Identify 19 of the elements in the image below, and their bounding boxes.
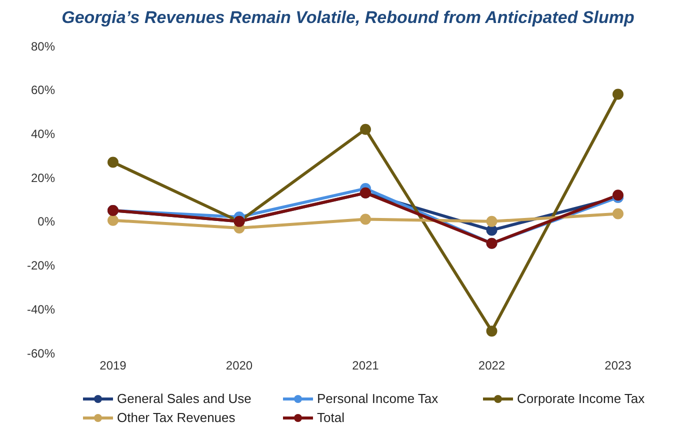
legend-label: General Sales and Use [117,391,252,406]
y-tick-label: 60% [30,83,56,98]
y-tick-label: -60% [26,346,56,360]
x-tick-label: 2022 [478,358,506,373]
y-tick-label: 20% [30,170,56,185]
legend-label: Total [317,410,344,425]
x-tick-label: 2021 [352,358,380,373]
legend-label: Other Tax Revenues [117,410,236,425]
legend-label: Corporate Income Tax [517,391,645,406]
x-tick-label: 2020 [226,358,253,373]
y-tick-label: -20% [26,258,56,273]
y-tick-label: 80% [30,39,56,54]
chart-title: Georgia’s Revenues Remain Volatile, Rebound from Anticipated Slump [60,8,636,28]
x-tick-label: 2023 [604,358,632,373]
legend-label: Personal Income Tax [317,391,438,406]
y-tick-label: 40% [30,126,56,141]
y-tick-label: -40% [26,302,56,316]
x-tick-label: 2019 [100,358,127,373]
y-tick-label: 0% [38,214,56,229]
